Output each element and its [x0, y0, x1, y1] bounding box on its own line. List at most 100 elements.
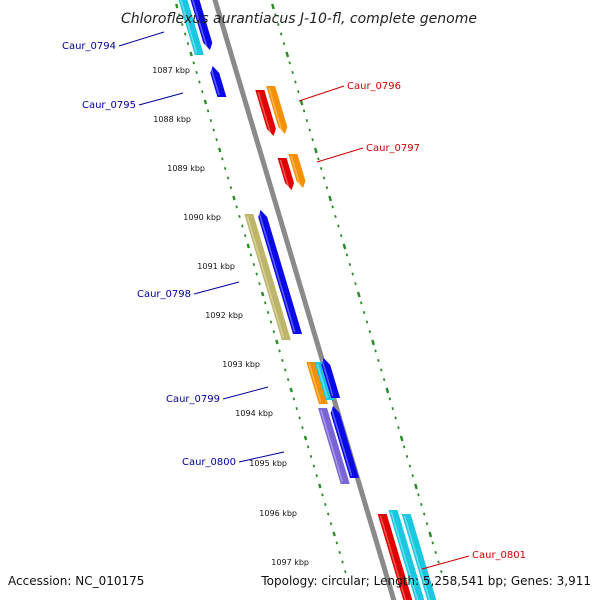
- gene-feature-highlight: [279, 159, 290, 189]
- inner-tick-mark: [238, 214, 241, 218]
- backbone-layer: [212, 0, 397, 600]
- gene-label[interactable]: Caur_0794: [62, 41, 116, 52]
- outer-tick-mark: [437, 560, 440, 564]
- outer-tick-mark: [345, 253, 349, 257]
- outer-tick-mark: [339, 234, 343, 238]
- inner-tick-mark: [303, 435, 308, 441]
- inner-tick-mark: [189, 51, 193, 57]
- inner-tick-mark: [275, 339, 279, 345]
- gene-feature[interactable]: [318, 408, 350, 484]
- outer-tick-mark: [331, 205, 334, 209]
- gene-feature-highlight: [379, 515, 407, 600]
- outer-tick-mark: [305, 118, 309, 122]
- inner-tick-mark: [344, 570, 347, 574]
- gene-feature-highlight: [210, 67, 220, 96]
- inner-tick-mark: [338, 550, 341, 554]
- outer-tick-mark: [342, 243, 347, 250]
- gene-feature[interactable]: [266, 86, 288, 134]
- outer-tick-mark: [279, 32, 283, 36]
- gene-feature[interactable]: [177, 0, 204, 55]
- gene-label-layer: Caur_0794 Caur_0795 Caur_0798 Caur_0799 Caur…: [62, 31, 526, 570]
- gene-label[interactable]: Caur_0801: [472, 550, 526, 561]
- gene-label[interactable]: Caur_0800: [182, 457, 236, 468]
- inner-tick-mark: [341, 560, 344, 564]
- inner-tick-mark: [332, 531, 336, 537]
- inner-tick-mark: [249, 253, 253, 257]
- inner-tick-mark: [252, 262, 256, 266]
- outer-tick-mark: [368, 330, 372, 334]
- outer-tick-mark: [417, 493, 420, 497]
- outer-tick-mark: [319, 166, 323, 170]
- outer-tick-mark: [317, 157, 320, 161]
- kbp-tick-label: 1089 kbp: [167, 164, 205, 173]
- gene-feature[interactable]: [330, 406, 359, 478]
- gene-feature-highlight: [258, 211, 296, 333]
- kbp-tick-label: 1093 kbp: [222, 360, 260, 369]
- outer-tick-mark: [402, 445, 406, 449]
- gene-label[interactable]: Caur_0797: [366, 143, 420, 154]
- kbp-tick-label: 1095 kbp: [249, 459, 287, 468]
- inner-tick-mark: [243, 234, 247, 238]
- outer-tick-mark: [428, 531, 433, 538]
- inner-tick-mark: [264, 301, 267, 305]
- outer-tick-mark: [374, 349, 377, 353]
- outer-tick-mark: [311, 138, 314, 142]
- inner-tick-mark: [281, 358, 284, 362]
- gene-label-leader: [118, 31, 165, 47]
- inner-tick-mark: [223, 166, 227, 170]
- inner-tick-mark: [284, 368, 287, 372]
- kbp-tick-label: 1097 kbp: [271, 558, 309, 567]
- kbp-tick-label: 1096 kbp: [259, 509, 297, 518]
- outer-tick-mark: [313, 147, 318, 154]
- gene-feature-highlight: [191, 0, 208, 49]
- gene-label[interactable]: Caur_0796: [347, 81, 401, 92]
- inner-tick-mark: [209, 118, 213, 122]
- gene-feature[interactable]: [388, 510, 425, 600]
- inner-tick-mark: [258, 282, 261, 286]
- gene-label[interactable]: Caur_0795: [82, 100, 136, 111]
- inner-tick-mark: [324, 502, 327, 506]
- inner-tick-mark: [206, 109, 210, 113]
- outer-tick-mark: [325, 186, 329, 190]
- kbp-tick-label: 1094 kbp: [235, 409, 273, 418]
- outer-tick-mark: [365, 320, 369, 324]
- inner-tick-mark: [229, 186, 233, 190]
- gene-feature[interactable]: [210, 66, 227, 97]
- inner-tick-mark: [241, 224, 244, 228]
- gene-feature[interactable]: [377, 514, 414, 600]
- outer-tick-mark: [334, 214, 337, 218]
- gene-feature[interactable]: [321, 358, 341, 398]
- outer-tick-mark: [397, 426, 400, 430]
- inner-tick-mark: [183, 32, 187, 36]
- outer-tick-mark: [288, 61, 291, 65]
- inner-tick-mark: [217, 147, 222, 153]
- gene-feature[interactable]: [189, 0, 213, 50]
- gene-feature-highlight: [321, 359, 334, 397]
- outer-tick-mark: [425, 522, 429, 526]
- gene-feature-highlight: [320, 409, 344, 483]
- gene-feature[interactable]: [258, 210, 303, 334]
- gene-feature[interactable]: [288, 154, 306, 188]
- gene-feature[interactable]: [277, 158, 295, 190]
- outer-tick-mark: [434, 550, 437, 554]
- outer-tick-mark: [337, 224, 340, 228]
- outer-tick-mark: [371, 339, 375, 346]
- gene-feature[interactable]: [306, 362, 328, 404]
- outer-tick-mark: [380, 368, 383, 372]
- outer-tick-mark: [422, 512, 426, 516]
- inner-tick-mark: [298, 416, 301, 420]
- inner-tick-mark: [312, 464, 316, 468]
- outer-tick-mark: [274, 13, 277, 17]
- gene-feature-highlight: [403, 515, 431, 600]
- gene-label[interactable]: Caur_0799: [166, 394, 220, 405]
- inner-tick-mark: [286, 378, 290, 382]
- outer-tick-mark: [294, 80, 297, 84]
- gene-feature[interactable]: [244, 214, 291, 340]
- tick-marks: [175, 3, 443, 574]
- gene-label[interactable]: Caur_0798: [137, 289, 191, 300]
- gene-feature-highlight: [390, 511, 419, 600]
- kbp-tick-label: 1091 kbp: [197, 262, 235, 271]
- gene-feature-highlight: [257, 91, 272, 135]
- gene-feature[interactable]: [401, 514, 438, 600]
- gene-feature[interactable]: [255, 90, 276, 136]
